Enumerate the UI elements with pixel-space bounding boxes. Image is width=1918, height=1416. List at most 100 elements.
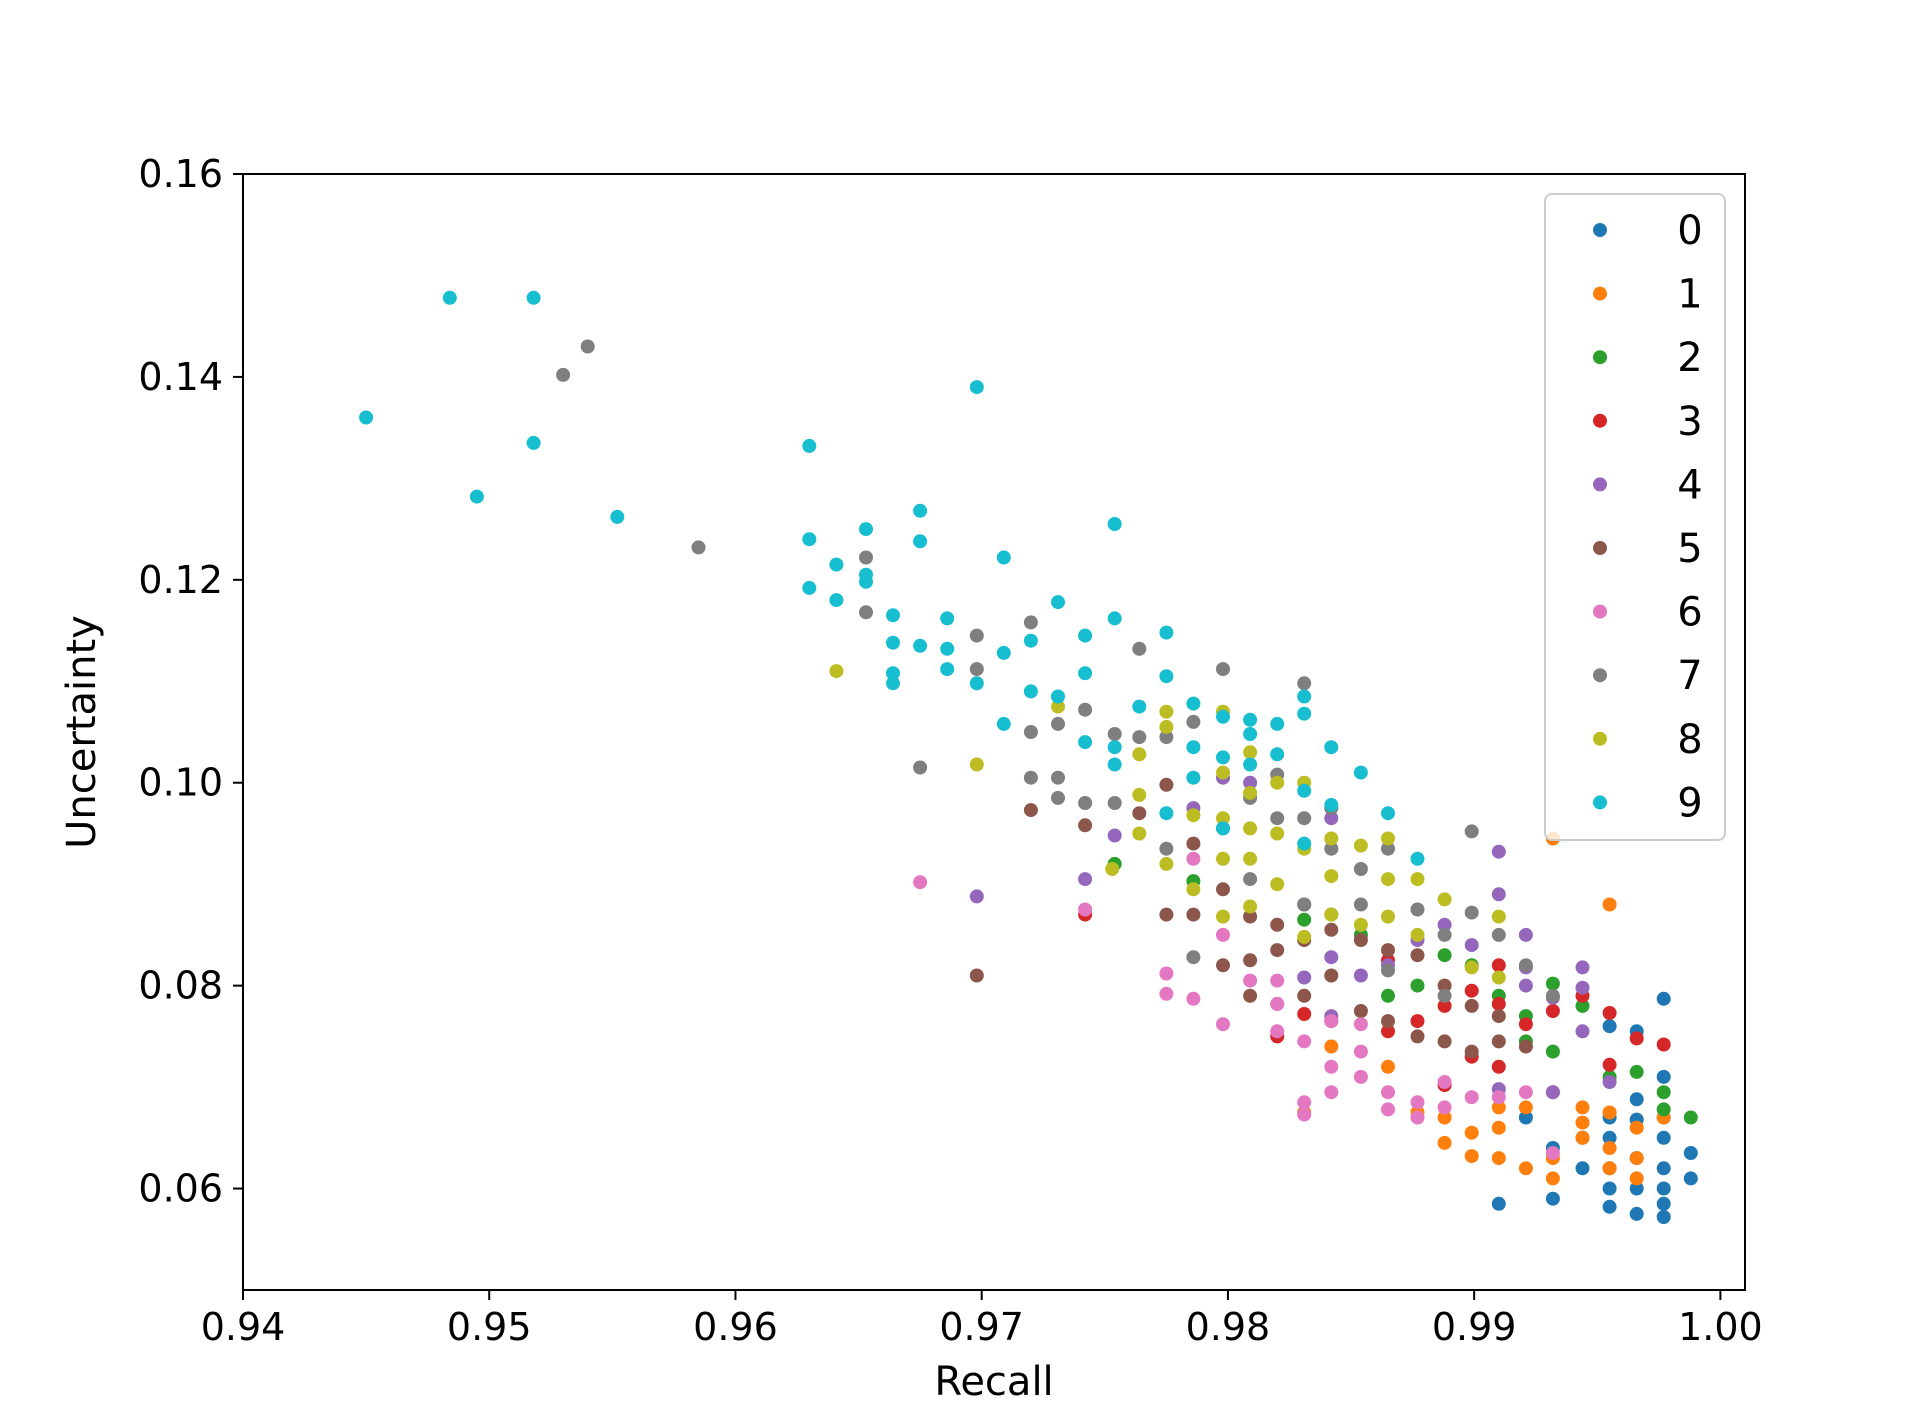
data-point [1023, 684, 1038, 699]
legend-marker [1593, 541, 1607, 555]
legend-marker [1593, 350, 1607, 365]
data-point [1243, 973, 1258, 988]
data-point [1107, 828, 1122, 843]
data-point [1602, 1130, 1617, 1145]
data-point [1410, 1110, 1425, 1125]
data-point [1132, 747, 1147, 762]
data-point [1437, 948, 1452, 963]
data-point [610, 509, 625, 524]
data-point [1297, 836, 1312, 851]
data-point [1297, 1095, 1312, 1110]
data-point [1518, 978, 1533, 993]
data-point [1051, 790, 1065, 805]
data-point [1545, 1146, 1560, 1160]
data-point [1575, 1100, 1590, 1115]
data-point [1159, 856, 1174, 871]
x-axis-title: Recall [934, 1359, 1053, 1405]
data-point [1656, 991, 1671, 1006]
data-point [1243, 712, 1258, 727]
data-point [1324, 740, 1339, 755]
data-point [1243, 757, 1258, 772]
data-point [1464, 1149, 1479, 1164]
data-point [1186, 696, 1201, 711]
data-point [1437, 998, 1452, 1013]
legend-label: 9 [1677, 780, 1702, 826]
series-8 [829, 664, 1506, 985]
data-point [1629, 1092, 1644, 1107]
data-point [1545, 976, 1560, 991]
data-point [1381, 1102, 1395, 1117]
data-point [1464, 1125, 1479, 1140]
data-point [1107, 740, 1122, 755]
data-point [1297, 929, 1312, 944]
data-point [1545, 1044, 1560, 1059]
data-point [1051, 689, 1065, 704]
data-point [802, 438, 817, 453]
y-tick-label: 0.12 [138, 558, 223, 602]
data-point [1381, 806, 1395, 821]
data-point [1159, 730, 1174, 745]
data-point [1297, 676, 1312, 691]
data-point [1381, 872, 1395, 887]
x-axis: 0.94 0.95 0.96 0.97 0.98 0.99 1.00 [201, 1290, 1763, 1349]
data-point [940, 662, 955, 677]
data-point [1243, 899, 1258, 914]
data-point [1575, 998, 1590, 1013]
data-point [1602, 1199, 1617, 1214]
data-point [940, 641, 955, 656]
data-point [1324, 798, 1339, 812]
data-point [1107, 517, 1122, 531]
data-point [1132, 730, 1147, 745]
data-point [1107, 727, 1122, 741]
data-point [1491, 970, 1506, 985]
data-point [1270, 775, 1285, 790]
data-point [1243, 775, 1258, 790]
data-point [1297, 912, 1312, 927]
legend-marker [1593, 795, 1607, 810]
data-point [1324, 1059, 1339, 1074]
data-point [1437, 892, 1452, 907]
data-point [1297, 689, 1312, 704]
data-point [1243, 727, 1258, 741]
y-tick-label: 0.14 [138, 355, 223, 399]
x-tick-label: 0.98 [1186, 1305, 1271, 1349]
legend-label: 7 [1677, 653, 1702, 699]
data-point [1186, 851, 1201, 866]
data-point [1353, 765, 1368, 780]
data-point [1023, 770, 1038, 785]
data-point [1464, 960, 1479, 975]
data-point [1324, 950, 1339, 965]
data-point [1078, 735, 1093, 750]
data-point [1353, 917, 1368, 932]
legend-marker [1593, 223, 1607, 237]
data-point [1023, 725, 1038, 739]
data-point [1464, 1090, 1479, 1105]
y-tick-label: 0.06 [138, 1167, 223, 1211]
data-point [1381, 831, 1395, 846]
data-point [1491, 844, 1506, 859]
data-point [829, 557, 844, 572]
legend-label: 4 [1677, 462, 1702, 508]
data-point [1324, 1085, 1339, 1100]
data-point [1491, 927, 1506, 942]
data-point [1216, 750, 1230, 765]
data-point [1518, 1039, 1533, 1054]
data-point [1410, 1029, 1425, 1044]
data-point [1437, 1034, 1452, 1049]
data-point [1381, 963, 1395, 978]
data-point [1297, 1107, 1312, 1122]
data-point [969, 889, 984, 904]
data-point [1078, 872, 1093, 887]
legend-marker [1593, 604, 1607, 619]
data-point [1159, 669, 1174, 684]
data-point [859, 550, 873, 565]
data-point [1545, 1191, 1560, 1206]
x-tick-label: 0.96 [693, 1305, 778, 1349]
data-point [1410, 948, 1425, 963]
data-point [1629, 1120, 1644, 1135]
data-point [1051, 770, 1065, 785]
data-point [1464, 983, 1479, 998]
data-point [1381, 1024, 1395, 1039]
data-point [1602, 1006, 1617, 1020]
data-point [1437, 917, 1452, 932]
